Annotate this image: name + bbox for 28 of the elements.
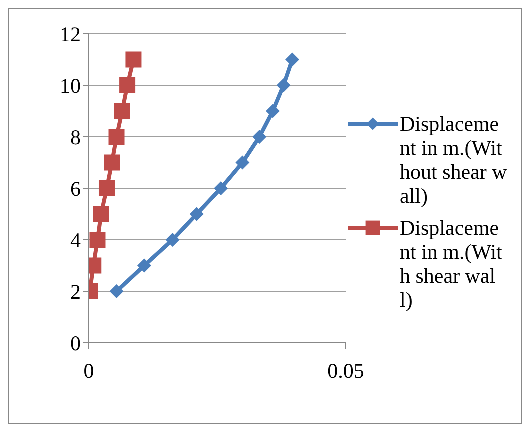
legend-label: Displacement in m.(Without shear wall) <box>400 112 508 208</box>
point <box>236 156 250 170</box>
point <box>266 104 280 118</box>
y-tick-label: 10 <box>60 74 81 98</box>
point <box>126 52 142 68</box>
point <box>120 78 136 94</box>
x-tick-label: 0.05 <box>328 358 364 383</box>
legend-label: Displacement in m.(With shear wall) <box>400 216 504 312</box>
point <box>286 52 300 67</box>
point <box>110 284 124 298</box>
y-tick-label: 2 <box>70 280 81 304</box>
y-tick-label: 8 <box>70 125 81 150</box>
point <box>93 206 110 222</box>
point <box>98 180 115 196</box>
point <box>90 232 106 248</box>
y-tick-label: 6 <box>70 176 81 201</box>
point <box>252 130 267 144</box>
point <box>138 258 152 273</box>
point <box>108 129 125 145</box>
y-tick-label: 0 <box>70 331 81 356</box>
point <box>104 154 120 171</box>
point <box>190 207 204 222</box>
point <box>114 103 130 120</box>
y-tick-label: 4 <box>70 228 82 252</box>
point <box>166 233 180 247</box>
y-tick-label: 12 <box>60 22 81 46</box>
point <box>276 78 291 92</box>
point <box>214 182 228 196</box>
